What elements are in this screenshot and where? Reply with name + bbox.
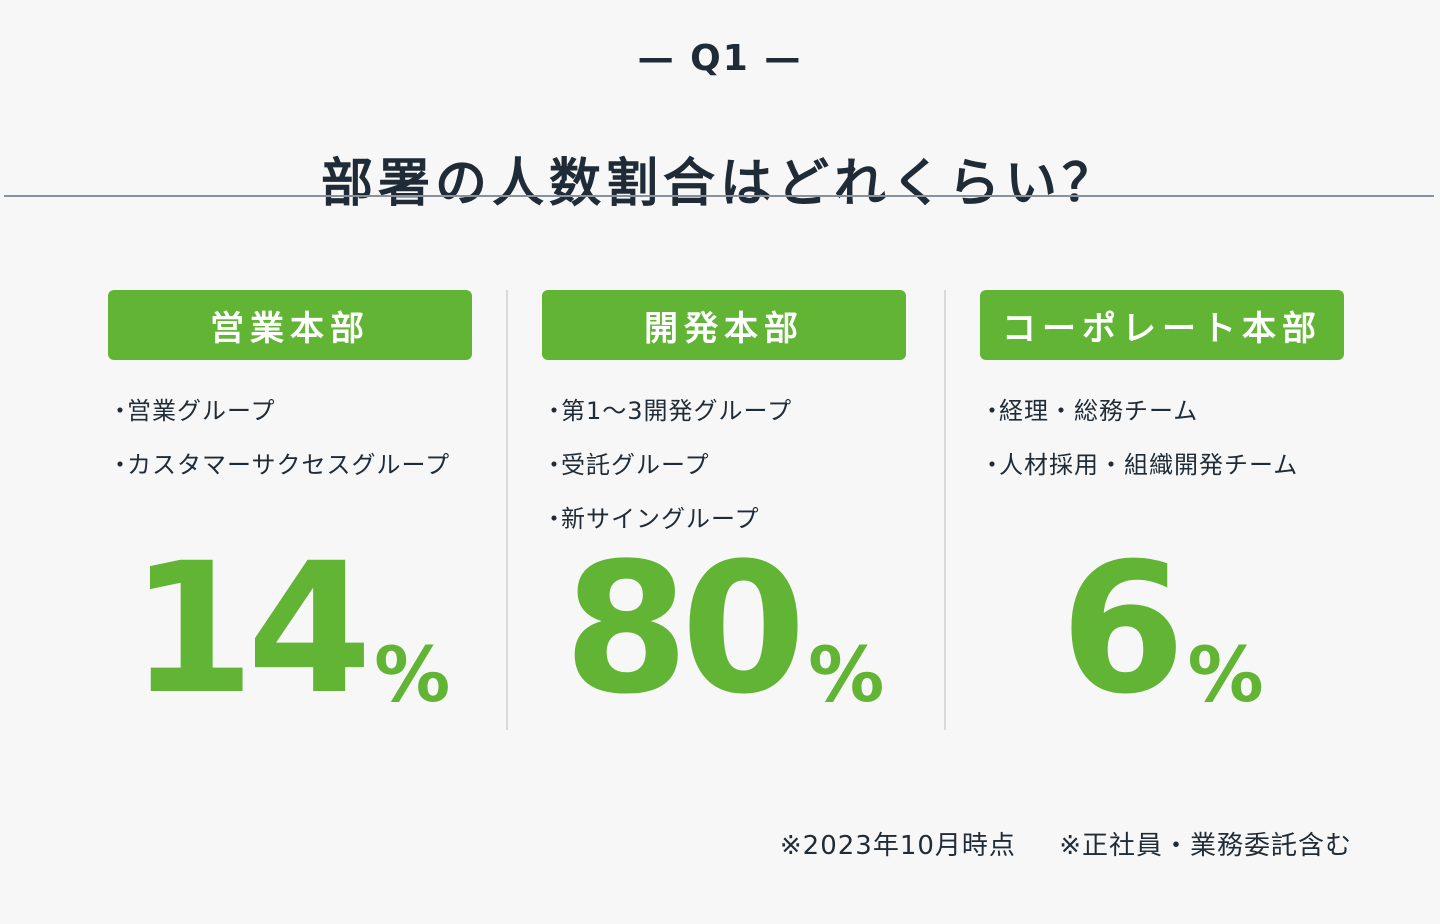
group-item: 第1～3開発グループ xyxy=(542,384,906,438)
percentage-value: 14 xyxy=(129,525,372,735)
group-item: 新サイングループ xyxy=(542,492,906,546)
group-list: 第1～3開発グループ 受託グループ 新サイングループ xyxy=(542,384,906,554)
group-item: 受託グループ xyxy=(542,438,906,492)
date-note: ※2023年10月時点 xyxy=(779,831,1016,861)
employment-note: ※正社員・業務委託含む xyxy=(1059,831,1352,861)
footnotes: ※2023年10月時点 ※正社員・業務委託含む xyxy=(780,825,1352,862)
group-item: 営業グループ xyxy=(108,384,472,438)
department-label: 開発本部 xyxy=(542,290,906,360)
percentage-value: 6 xyxy=(1060,525,1185,735)
group-item: カスタマーサクセスグループ xyxy=(108,438,472,492)
percent-sign: % xyxy=(808,629,885,719)
department-corporate: コーポレート本部 経理・総務チーム 人材採用・組織開発チーム 6 % xyxy=(980,290,1344,735)
department-label: 営業本部 xyxy=(108,290,472,360)
page-header: — Q1 — 部署の人数割合はどれくらい？ xyxy=(0,0,1440,214)
department-development: 開発本部 第1～3開発グループ 受託グループ 新サイングループ 80 % xyxy=(542,290,906,735)
group-item: 経理・総務チーム xyxy=(980,384,1344,438)
department-percentage: 14 % xyxy=(108,525,472,735)
department-sales: 営業本部 営業グループ カスタマーサクセスグループ 14 % xyxy=(108,290,472,735)
group-list: 営業グループ カスタマーサクセスグループ xyxy=(108,384,472,554)
percent-sign: % xyxy=(1187,629,1264,719)
percent-sign: % xyxy=(374,629,451,719)
column-divider xyxy=(506,290,508,730)
header-divider xyxy=(4,195,1434,197)
group-list: 経理・総務チーム 人材採用・組織開発チーム xyxy=(980,384,1344,554)
page-title: 部署の人数割合はどれくらい？ xyxy=(320,153,1119,214)
percentage-value: 80 xyxy=(563,525,806,735)
column-divider xyxy=(944,290,946,730)
question-number: — Q1 — xyxy=(637,38,803,79)
department-percentage: 6 % xyxy=(980,525,1344,735)
department-percentage: 80 % xyxy=(542,525,906,735)
department-label: コーポレート本部 xyxy=(980,290,1344,360)
group-item: 人材採用・組織開発チーム xyxy=(980,438,1344,492)
